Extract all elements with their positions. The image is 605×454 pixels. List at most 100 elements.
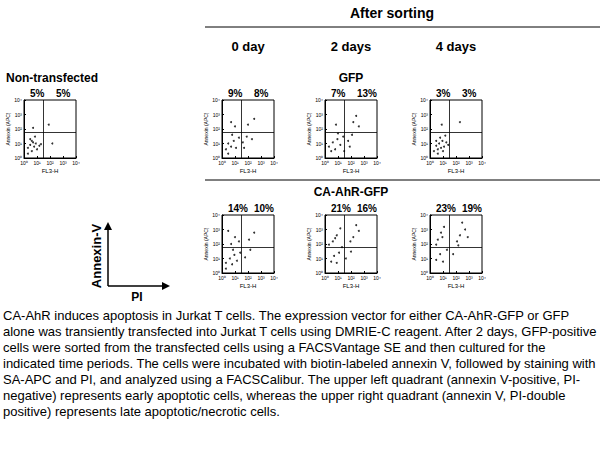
svg-text:10⁴: 10⁴ (14, 97, 22, 103)
svg-text:10³: 10³ (316, 227, 324, 233)
svg-text:10²: 10² (213, 126, 221, 132)
svg-text:Annexin (APC): Annexin (APC) (306, 227, 312, 260)
svg-text:5%: 5% (56, 88, 71, 99)
svg-text:Annexin (APC): Annexin (APC) (306, 112, 312, 145)
svg-text:FL3-H: FL3-H (42, 168, 59, 174)
svg-text:Annexin (APC): Annexin (APC) (5, 112, 11, 145)
svg-text:FL3-H: FL3-H (343, 283, 360, 289)
svg-text:10¹: 10¹ (421, 256, 429, 262)
svg-text:7%: 7% (331, 88, 346, 99)
svg-text:3%: 3% (462, 88, 477, 99)
svg-text:10⁴: 10⁴ (478, 160, 486, 166)
svg-text:10⁴: 10⁴ (315, 97, 323, 103)
svg-text:10⁴: 10⁴ (270, 275, 278, 281)
svg-text:19%: 19% (462, 203, 482, 214)
svg-text:Annexin (APC): Annexin (APC) (411, 227, 417, 260)
svg-text:9%: 9% (228, 88, 243, 99)
svg-text:10³: 10³ (360, 275, 368, 281)
svg-text:10³: 10³ (360, 160, 368, 166)
svg-text:PI: PI (131, 290, 142, 304)
svg-text:10³: 10³ (59, 160, 67, 166)
svg-text:10⁰: 10⁰ (218, 160, 226, 166)
svg-text:10¹: 10¹ (33, 160, 41, 166)
svg-text:2 days: 2 days (331, 39, 371, 54)
svg-text:5%: 5% (30, 88, 45, 99)
svg-text:10³: 10³ (213, 112, 221, 118)
svg-text:10⁴: 10⁴ (420, 97, 428, 103)
svg-text:10²: 10² (213, 241, 221, 247)
svg-text:10³: 10³ (421, 112, 429, 118)
svg-text:10¹: 10¹ (439, 160, 447, 166)
svg-text:23%: 23% (436, 203, 456, 214)
svg-text:10¹: 10¹ (334, 275, 342, 281)
svg-text:8%: 8% (254, 88, 269, 99)
svg-text:13%: 13% (357, 88, 377, 99)
svg-text:0 day: 0 day (231, 39, 265, 54)
svg-text:10³: 10³ (421, 227, 429, 233)
svg-text:Non-transfected: Non-transfected (6, 71, 98, 85)
svg-text:10²: 10² (452, 160, 460, 166)
svg-text:10²: 10² (15, 126, 23, 132)
svg-text:10⁴: 10⁴ (478, 275, 486, 281)
svg-text:FL3-H: FL3-H (240, 168, 257, 174)
svg-text:10²: 10² (421, 126, 429, 132)
svg-text:10³: 10³ (465, 160, 473, 166)
svg-text:10⁴: 10⁴ (72, 160, 80, 166)
svg-text:10³: 10³ (15, 112, 23, 118)
svg-text:10¹: 10¹ (15, 141, 23, 147)
svg-text:10²: 10² (421, 241, 429, 247)
svg-text:14%: 14% (228, 203, 248, 214)
svg-text:10⁰: 10⁰ (426, 160, 434, 166)
svg-text:10⁴: 10⁴ (270, 160, 278, 166)
svg-text:10⁰: 10⁰ (426, 275, 434, 281)
svg-text:CA-AhR-GFP: CA-AhR-GFP (314, 185, 389, 199)
svg-text:10¹: 10¹ (334, 160, 342, 166)
svg-text:After sorting: After sorting (350, 5, 434, 21)
svg-text:10⁴: 10⁴ (212, 97, 220, 103)
svg-text:10¹: 10¹ (213, 141, 221, 147)
svg-text:10%: 10% (254, 203, 274, 214)
svg-text:10⁰: 10⁰ (218, 275, 226, 281)
svg-text:10¹: 10¹ (213, 256, 221, 262)
svg-text:Annexin-V: Annexin-V (89, 224, 104, 289)
svg-text:10⁴: 10⁴ (315, 212, 323, 218)
svg-text:10¹: 10¹ (439, 275, 447, 281)
svg-text:10⁴: 10⁴ (212, 212, 220, 218)
svg-text:16%: 16% (357, 203, 377, 214)
svg-text:10¹: 10¹ (231, 160, 239, 166)
svg-text:10²: 10² (316, 126, 324, 132)
svg-text:10²: 10² (244, 160, 252, 166)
svg-text:FL3-H: FL3-H (448, 283, 465, 289)
svg-text:FL3-H: FL3-H (448, 168, 465, 174)
svg-text:10¹: 10¹ (231, 275, 239, 281)
svg-text:10⁴: 10⁴ (373, 275, 381, 281)
svg-text:10²: 10² (452, 275, 460, 281)
svg-text:4 days: 4 days (436, 39, 476, 54)
svg-text:10¹: 10¹ (316, 141, 324, 147)
svg-text:10²: 10² (244, 275, 252, 281)
svg-text:FL3-H: FL3-H (240, 283, 257, 289)
svg-text:Annexin (APC): Annexin (APC) (411, 112, 417, 145)
svg-text:Annexin (APC): Annexin (APC) (203, 227, 209, 260)
svg-text:10³: 10³ (316, 112, 324, 118)
svg-text:10⁴: 10⁴ (373, 160, 381, 166)
svg-text:10³: 10³ (257, 160, 265, 166)
svg-text:10²: 10² (347, 275, 355, 281)
svg-text:10¹: 10¹ (421, 141, 429, 147)
svg-text:3%: 3% (436, 88, 451, 99)
svg-text:10⁰: 10⁰ (321, 160, 329, 166)
svg-text:10⁴: 10⁴ (420, 212, 428, 218)
svg-text:10²: 10² (316, 241, 324, 247)
svg-text:FL3-H: FL3-H (343, 168, 360, 174)
svg-text:10²: 10² (347, 160, 355, 166)
svg-text:GFP: GFP (339, 71, 364, 85)
svg-text:10³: 10³ (257, 275, 265, 281)
svg-text:10⁰: 10⁰ (20, 160, 28, 166)
svg-text:10²: 10² (46, 160, 54, 166)
svg-text:10³: 10³ (465, 275, 473, 281)
svg-text:10¹: 10¹ (316, 256, 324, 262)
svg-text:10⁰: 10⁰ (321, 275, 329, 281)
svg-text:10³: 10³ (213, 227, 221, 233)
svg-text:Annexin (APC): Annexin (APC) (203, 112, 209, 145)
svg-text:21%: 21% (331, 203, 351, 214)
